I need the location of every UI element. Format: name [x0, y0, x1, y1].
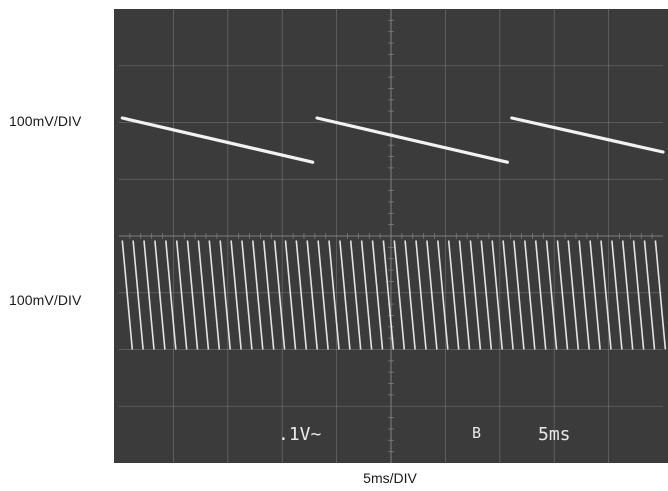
channel-2-trace-ramp — [371, 240, 384, 350]
channel-2-trace-ramp — [230, 240, 242, 350]
channel-1-trace-segment — [510, 116, 665, 154]
channel-2-trace-ramp — [643, 240, 656, 350]
channel-2-trace-ramp — [273, 240, 286, 350]
timebase-label: 5ms/DIV — [363, 470, 417, 486]
channel-2-trace-ramp — [241, 240, 253, 350]
channel-2-trace-ramp — [589, 240, 601, 350]
channel-2-trace-ramp — [502, 240, 514, 350]
channel-2-trace-ramp — [426, 240, 438, 350]
channel-2-trace-ramp — [143, 240, 155, 350]
channel-2-trace-ramp — [295, 240, 308, 350]
channel-2-trace-ramp — [121, 240, 134, 350]
channel-2-trace-ramp — [469, 240, 482, 350]
channel-1-trace-segment — [120, 116, 315, 164]
channel-2-trace-ramp — [284, 240, 297, 350]
channel-2-trace-ramp — [186, 240, 199, 350]
channel-2-trace-ramp — [600, 240, 612, 350]
channel-2-trace-ramp — [437, 240, 449, 350]
channel-1-trace-segment — [315, 116, 509, 164]
mode-glyph-readout: B — [472, 424, 481, 442]
channel-2-trace-ramp — [578, 240, 590, 350]
graticule — [119, 9, 663, 463]
oscilloscope-screen: .1V~ B 5ms — [114, 9, 668, 463]
channel-2-trace-ramp — [524, 240, 536, 350]
channel-2-trace-ramp — [317, 240, 329, 350]
channel-2-trace-ramp — [621, 240, 634, 350]
channel-2-trace-ramp — [349, 240, 362, 350]
channel-2-trace-ramp — [654, 240, 667, 350]
channel-2-trace-ramp — [154, 240, 166, 350]
channel-2-trace-ramp — [567, 240, 580, 350]
channel-2-scale-label: 100mV/DIV — [9, 292, 82, 308]
channel-2-trace-ramp — [165, 240, 177, 350]
channel-2-trace-ramp — [556, 240, 569, 350]
volts-per-div-readout: .1V~ — [278, 424, 322, 445]
channel-2-trace-ramp — [360, 240, 373, 350]
channel-2-trace-ramp — [491, 240, 503, 350]
channel-2-trace-ramp — [404, 240, 416, 350]
oscilloscope-display: .1V~ B 5ms — [119, 9, 667, 463]
channel-2-trace-ramp — [480, 240, 493, 350]
traces — [120, 116, 667, 350]
channel-2-trace-ramp — [545, 240, 558, 350]
channel-2-trace-ramp — [132, 240, 144, 350]
channel-2-trace-ramp — [382, 240, 395, 350]
channel-2-trace-ramp — [208, 240, 221, 350]
channel-2-trace-ramp — [339, 240, 351, 350]
channel-2-trace-ramp — [513, 240, 525, 350]
channel-2-trace-ramp — [415, 240, 427, 350]
channel-2-trace-ramp — [458, 240, 471, 350]
channel-2-trace-ramp — [611, 240, 623, 350]
channel-2-trace-ramp — [262, 240, 275, 350]
time-per-div-readout: 5ms — [538, 424, 571, 445]
channel-2-trace-ramp — [393, 240, 406, 350]
channel-2-trace-ramp — [534, 240, 547, 350]
channel-2-trace-ramp — [252, 240, 264, 350]
channel-2-trace-ramp — [632, 240, 645, 350]
channel-1-scale-label: 100mV/DIV — [9, 113, 82, 129]
channel-2-trace-ramp — [197, 240, 210, 350]
channel-2-trace-ramp — [175, 240, 188, 350]
channel-2-trace-ramp — [328, 240, 340, 350]
channel-2-trace-ramp — [447, 240, 460, 350]
channel-2-trace-ramp — [219, 240, 231, 350]
channel-2-trace-ramp — [306, 240, 318, 350]
